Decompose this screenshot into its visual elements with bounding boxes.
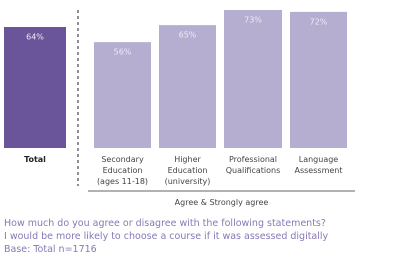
x-tick-label: Higher Education (university) [164,155,211,186]
value-label: 73% [244,16,262,25]
x-tick-label: Professional Qualifications [225,155,281,175]
value-label: 64% [26,33,44,42]
bar [94,42,151,148]
x-axis-label: Agree & Strongly agree [174,198,269,207]
x-tick-label: Secondary Education (ages 11-18) [96,155,149,186]
note: Base: Total n=1716 [4,244,97,255]
x-tick-label: Language Assessment [294,155,343,175]
note: How much do you agree or disagree with t… [4,218,326,229]
value-label: 56% [114,48,132,57]
bar [4,27,66,148]
bar [159,25,216,148]
bar [290,11,347,148]
note: I would be more likely to choose a cours… [4,231,329,242]
bar [224,10,282,148]
value-label: 65% [179,31,197,40]
value-label: 72% [310,17,328,26]
x-tick-label: Total [24,155,46,164]
